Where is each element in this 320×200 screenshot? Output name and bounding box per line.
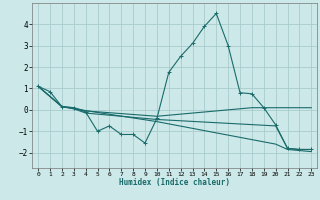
X-axis label: Humidex (Indice chaleur): Humidex (Indice chaleur) <box>119 178 230 187</box>
